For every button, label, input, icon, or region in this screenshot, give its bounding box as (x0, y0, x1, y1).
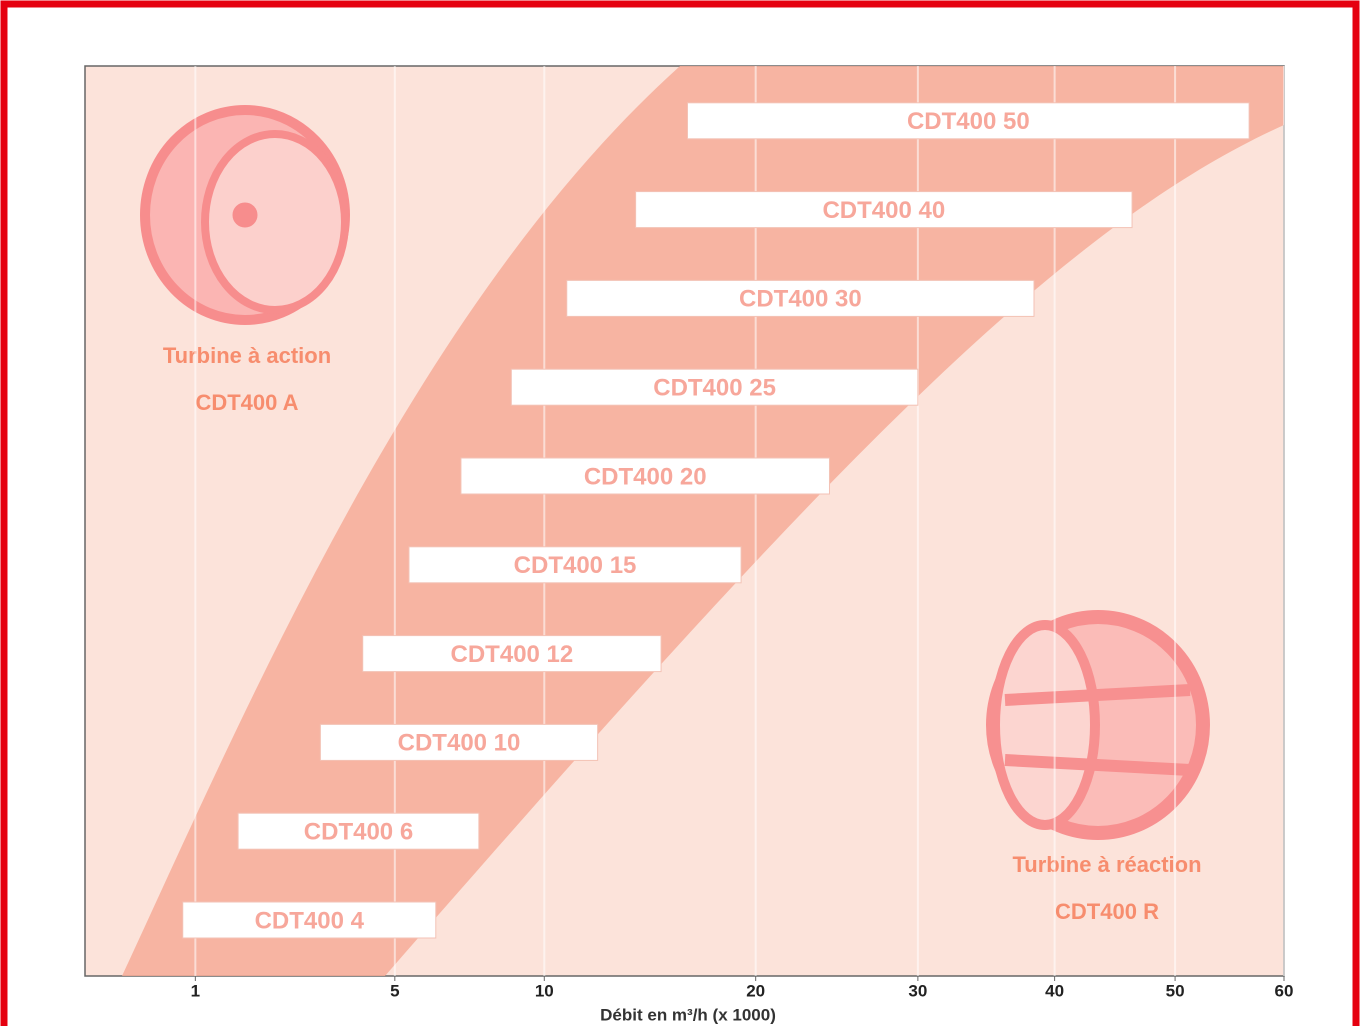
annotation: Turbine à action (163, 343, 331, 368)
x-tick-label: 5 (390, 981, 399, 1000)
x-tick-label: 40 (1045, 981, 1064, 1000)
x-tick-label: 10 (535, 981, 554, 1000)
range-bar (237, 812, 480, 850)
x-tick-label: 60 (1275, 981, 1294, 1000)
x-axis-label: Débit en m³/h (x 1000) (600, 1005, 776, 1024)
annotation: CDT400 R (1055, 899, 1159, 924)
bar-label: CDT400 20 (584, 463, 707, 490)
bar-label: CDT400 40 (822, 197, 945, 224)
bar-label: CDT400 25 (653, 375, 776, 402)
bar-label: CDT400 30 (739, 286, 862, 313)
range-bar (687, 102, 1250, 140)
range-bar (460, 457, 830, 495)
range-bar (182, 901, 437, 939)
bar-label: CDT400 10 (398, 730, 521, 757)
annotation: CDT400 A (195, 390, 298, 415)
x-tick-label: 30 (908, 981, 927, 1000)
x-tick-label: 20 (746, 981, 765, 1000)
range-bar (635, 191, 1133, 229)
range-bar (362, 635, 662, 673)
x-tick-label: 1 (191, 981, 200, 1000)
bar-label: CDT400 6 (304, 819, 413, 846)
range-bar (510, 368, 919, 406)
bar-label: CDT400 12 (451, 641, 574, 668)
bar-label: CDT400 15 (514, 552, 637, 579)
annotation: Turbine à réaction (1012, 852, 1201, 877)
turbine-reaction-icon (986, 610, 1210, 840)
bar-label: CDT400 50 (907, 108, 1030, 135)
range-bar (408, 546, 742, 584)
x-tick-label: 50 (1166, 981, 1185, 1000)
range-bar (566, 279, 1035, 317)
range-bar (319, 723, 599, 761)
bar-label: CDT400 4 (255, 907, 365, 934)
turbine-action-icon (140, 105, 350, 325)
